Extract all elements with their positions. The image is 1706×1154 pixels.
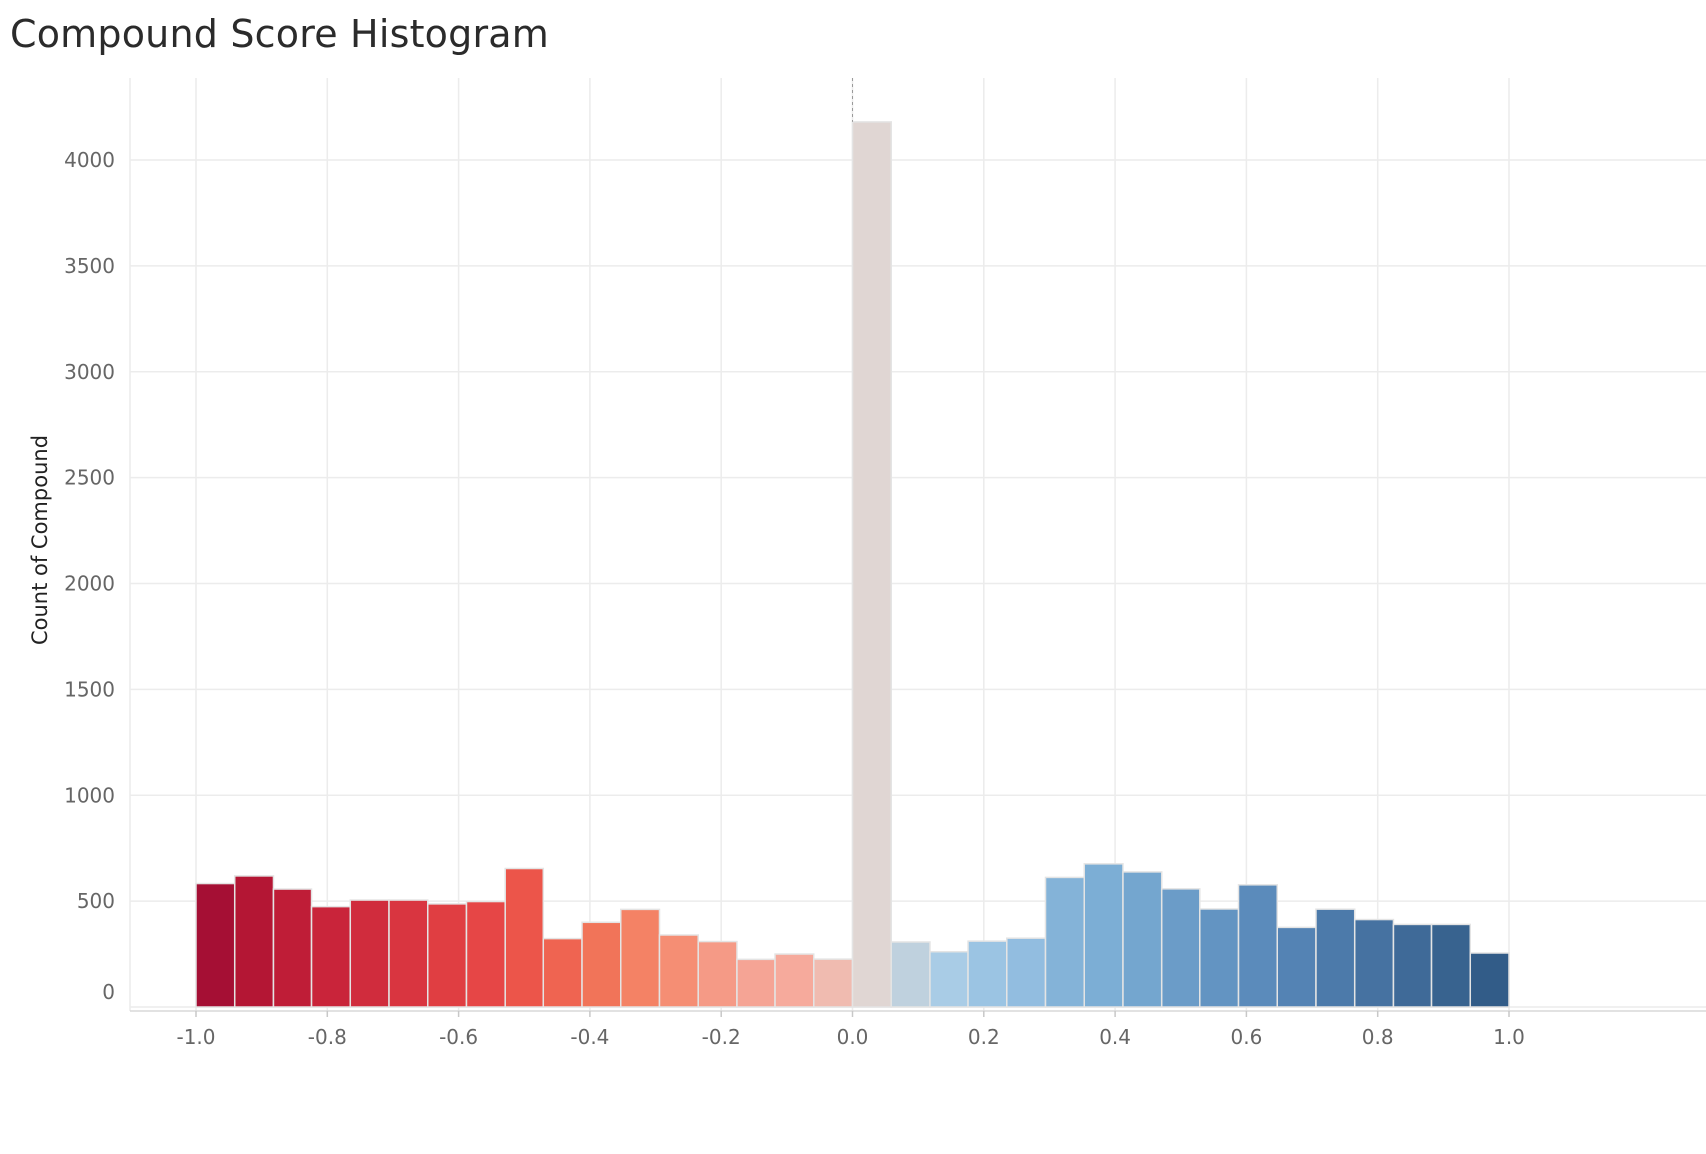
- x-tick-label-8: 0.6: [1230, 1025, 1262, 1049]
- histogram-bar-33: [1469, 952, 1510, 1008]
- histogram-bar-19: [929, 950, 969, 1008]
- y-tick-label-4: 2000: [64, 572, 115, 596]
- x-tick-label-2: -0.6: [439, 1025, 478, 1049]
- histogram-bar-28: [1276, 926, 1317, 1008]
- histogram-bar-26: [1199, 908, 1240, 1008]
- x-tick-label-5: 0.0: [837, 1025, 869, 1049]
- x-tick-label-4: -0.2: [702, 1025, 741, 1049]
- histogram-bar-0: [195, 882, 236, 1008]
- histogram-bar-23: [1083, 863, 1124, 1008]
- y-tick-label-2: 1000: [64, 783, 115, 807]
- histogram-bar-4: [349, 899, 390, 1008]
- histogram-bars: [195, 121, 1510, 1008]
- histogram-bar-8: [504, 867, 545, 1008]
- histogram-bar-22: [1044, 876, 1085, 1008]
- histogram-bar-13: [697, 940, 738, 1008]
- y-tick-label-8: 4000: [64, 148, 115, 172]
- histogram-bar-5: [388, 899, 429, 1008]
- y-tick-label-1: 500: [77, 889, 115, 913]
- x-axis-ticks: -1.0 -0.8 -0.6 -0.4 -0.2 0.0 0.2 0.4 0.6 0.8 1.0: [176, 1011, 1525, 1049]
- histogram-bar-16: [813, 958, 854, 1008]
- histogram-bar-30: [1353, 918, 1395, 1008]
- histogram-bar-17: [851, 121, 892, 1008]
- histogram-bar-29: [1315, 908, 1356, 1008]
- chart-title: Compound Score Histogram: [10, 12, 549, 56]
- histogram-bar-31: [1392, 923, 1433, 1008]
- x-tick-label-6: 0.2: [968, 1025, 1000, 1049]
- histogram-bar-21: [1006, 937, 1047, 1008]
- histogram-bar-1: [233, 875, 275, 1008]
- x-tick-label-7: 0.4: [1099, 1025, 1131, 1049]
- y-tick-label-5: 2500: [64, 466, 115, 490]
- histogram-bar-15: [774, 953, 815, 1008]
- x-tick-label-10: 1.0: [1493, 1025, 1525, 1049]
- histogram-bar-18: [890, 941, 931, 1008]
- x-tick-label-0: -1.0: [176, 1025, 215, 1049]
- histogram-bar-24: [1122, 871, 1163, 1008]
- histogram-bar-32: [1430, 923, 1472, 1008]
- grid-lines: [129, 78, 1706, 1011]
- histogram-bar-14: [736, 958, 776, 1008]
- histogram-bar-2: [272, 888, 313, 1008]
- histogram-bar-3: [310, 905, 352, 1008]
- histogram-bar-20: [967, 940, 1008, 1008]
- y-axis-ticks: 0 500 1000 1500 2000 2500 3000 3500 4000: [64, 148, 115, 1004]
- y-tick-label-0: 0: [102, 980, 115, 1004]
- y-tick-label-7: 3500: [64, 254, 115, 278]
- histogram-bar-12: [658, 934, 699, 1008]
- x-tick-label-1: -0.8: [308, 1025, 347, 1049]
- histogram-bar-27: [1237, 884, 1279, 1008]
- x-tick-label-3: -0.4: [570, 1025, 609, 1049]
- histogram-bar-9: [542, 937, 583, 1008]
- histogram-bar-6: [426, 903, 468, 1008]
- y-tick-label-6: 3000: [64, 360, 115, 384]
- y-tick-label-3: 1500: [64, 677, 115, 701]
- x-tick-label-9: 0.8: [1362, 1025, 1394, 1049]
- histogram-bar-7: [465, 900, 506, 1008]
- histogram-bar-11: [620, 908, 661, 1008]
- histogram-bar-10: [581, 921, 622, 1008]
- histogram-bar-25: [1160, 888, 1201, 1008]
